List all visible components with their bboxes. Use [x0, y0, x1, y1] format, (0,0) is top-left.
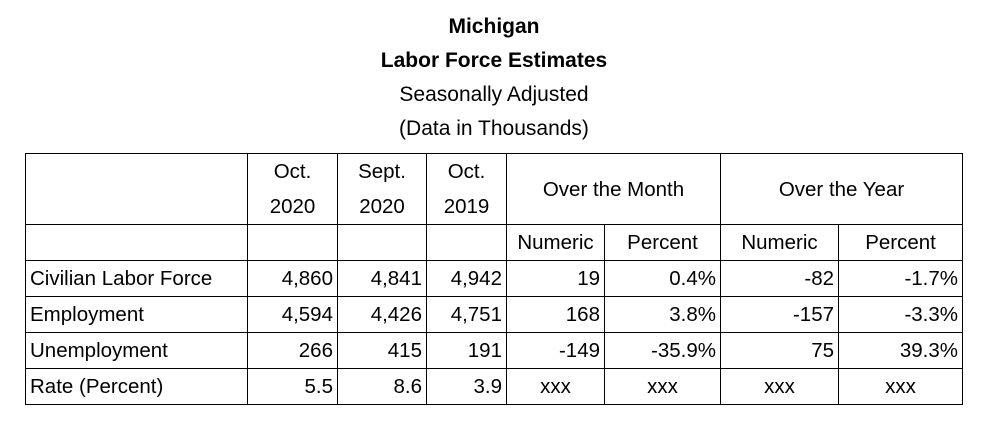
- value-cell: xxx: [506, 368, 605, 405]
- adjustment-note: Seasonally Adjusted: [399, 83, 589, 106]
- value-cell: -35.9%: [603, 332, 722, 369]
- value-cell: 3.8%: [603, 296, 722, 333]
- value-cell: 4,841: [337, 260, 427, 297]
- subheader-year-numeric: Numeric: [720, 224, 840, 261]
- header-over-the-year: Over the Year: [720, 153, 964, 225]
- row-label: Civilian Labor Force: [25, 260, 248, 297]
- value-cell: 8.6: [337, 368, 427, 405]
- row-label: Rate (Percent): [25, 368, 248, 405]
- subheader-year-percent: Percent: [838, 224, 964, 261]
- table-row: Unemployment 266 415 191 -149 -35.9% 75 …: [25, 332, 964, 369]
- value-cell: 3.9: [426, 368, 507, 405]
- row-label: Unemployment: [25, 332, 248, 369]
- value-cell: 168: [506, 296, 605, 333]
- value-cell: 0.4%: [603, 260, 722, 297]
- subheader-blank-cell: [426, 224, 507, 261]
- value-cell: -1.7%: [838, 260, 964, 297]
- header-blank-cell: [25, 153, 248, 225]
- subheader-month-numeric: Numeric: [506, 224, 605, 261]
- row-label: Employment: [25, 296, 248, 333]
- subheader-blank-cell: [25, 224, 248, 261]
- value-cell: 4,594: [247, 296, 338, 333]
- value-cell: -157: [720, 296, 840, 333]
- value-cell: xxx: [603, 368, 722, 405]
- value-cell: 4,426: [337, 296, 427, 333]
- labor-force-table: Oct. 2020 Sept. 2020 Oct. 2019 Over the Mon…: [25, 153, 964, 405]
- value-cell: 39.3%: [838, 332, 964, 369]
- header-oct-2019: Oct. 2019: [426, 153, 507, 225]
- value-cell: 4,860: [247, 260, 338, 297]
- value-cell: 191: [426, 332, 507, 369]
- value-cell: 19: [506, 260, 605, 297]
- table-row: Civilian Labor Force 4,860 4,841 4,942 1…: [25, 260, 964, 297]
- value-cell: 4,942: [426, 260, 507, 297]
- report-heading: Labor Force Estimates: [380, 49, 608, 72]
- header-row-period: Oct. 2020 Sept. 2020 Oct. 2019 Over the Mon…: [25, 153, 964, 225]
- table-row: Employment 4,594 4,426 4,751 168 3.8% -1…: [25, 296, 964, 333]
- subheader-blank-cell: [337, 224, 427, 261]
- value-cell: 4,751: [426, 296, 507, 333]
- state-title: Michigan: [448, 15, 540, 38]
- table-row: Rate (Percent) 5.5 8.6 3.9 xxx xxx xxx x…: [25, 368, 964, 405]
- title-block: Michigan Labor Force Estimates Seasonall…: [0, 10, 988, 146]
- value-cell: xxx: [838, 368, 964, 405]
- subheader-blank-cell: [247, 224, 338, 261]
- value-cell: xxx: [720, 368, 840, 405]
- subheader-month-percent: Percent: [603, 224, 722, 261]
- header-row-subcolumns: Numeric Percent Numeric Percent: [25, 224, 964, 261]
- header-oct-2020: Oct. 2020: [247, 153, 338, 225]
- value-cell: -149: [506, 332, 605, 369]
- value-cell: 75: [720, 332, 840, 369]
- value-cell: 266: [247, 332, 338, 369]
- header-sept-2020: Sept. 2020: [337, 153, 427, 225]
- units-note: (Data in Thousands): [399, 117, 589, 140]
- value-cell: -3.3%: [838, 296, 964, 333]
- header-over-the-month: Over the Month: [505, 153, 722, 225]
- value-cell: -82: [720, 260, 840, 297]
- value-cell: 415: [337, 332, 427, 369]
- value-cell: 5.5: [247, 368, 338, 405]
